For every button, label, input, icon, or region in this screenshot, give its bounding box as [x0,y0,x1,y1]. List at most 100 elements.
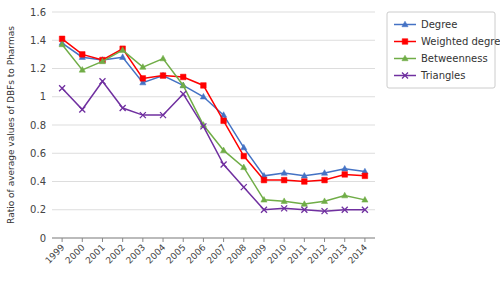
point-marker [59,85,65,91]
legend-label: Degree [421,19,457,30]
x-tick [102,238,103,242]
x-tick-label: 2003 [124,242,147,265]
point-marker [180,91,186,97]
point-marker [180,82,186,88]
legend-label: Betweenness [421,53,488,64]
grid-line [52,96,375,97]
x-tick [163,238,164,242]
point-marker [160,73,166,79]
grid-line [52,125,375,126]
series-line [62,43,365,176]
x-tick-label: 2000 [63,242,86,265]
x-tick-label: 2002 [104,242,127,265]
x-tick-label: 2001 [84,242,107,265]
point-marker [99,78,105,84]
point-marker [140,76,146,82]
point-marker [120,47,126,53]
grid-line [52,12,375,13]
point-marker [201,83,207,89]
point-marker [281,177,287,183]
point-marker [140,64,146,70]
x-tick-label: 1999 [43,242,66,265]
point-marker [241,144,247,150]
point-marker [241,153,247,159]
point-marker [362,173,368,179]
x-tick-label: 2011 [285,242,308,265]
point-marker [221,147,227,153]
point-marker [342,172,348,178]
y-tick-label: 0.4 [30,176,46,187]
point-marker [180,74,186,80]
point-marker [59,41,65,47]
point-marker [79,106,85,112]
x-tick [203,238,204,242]
y-tick-label: 1.4 [30,35,46,46]
legend-label: Triangles [420,70,465,81]
point-marker [301,201,307,207]
point-marker [120,46,126,52]
y-grid [52,12,375,238]
point-marker [241,184,247,190]
legend-marker [402,39,408,45]
point-marker [200,123,206,129]
legend-marker [402,73,408,79]
x-tick [62,238,63,242]
point-marker [301,172,307,178]
x-tick [142,238,143,242]
x-tick-label: 2010 [265,242,288,265]
point-marker [160,112,166,118]
point-marker [301,207,307,213]
point-marker [342,192,348,198]
point-marker [362,197,368,203]
legend-marker [402,55,408,61]
x-tick-label: 2009 [245,242,268,265]
point-marker [342,207,348,213]
point-marker [321,198,327,204]
x-tick-label: 2014 [346,242,369,265]
y-tick-label: 0.2 [30,204,46,215]
legend-frame [387,12,495,88]
point-marker [321,170,327,176]
x-tick [263,238,264,242]
grid-line [52,153,375,154]
x-tick [364,238,365,242]
x-tick-label: 2005 [164,242,187,265]
point-marker [281,198,287,204]
point-marker [342,165,348,171]
point-marker [241,164,247,170]
point-marker [362,207,368,213]
y-tick-label: 1.2 [30,63,46,74]
point-marker [221,162,227,168]
x-tick [284,238,285,242]
y-tick-label: 0.8 [30,120,46,131]
point-marker [79,52,85,58]
chart: 00.20.40.60.811.21.41.619992000200120022… [0,0,500,285]
point-marker [261,177,267,183]
point-marker [281,205,287,211]
x-tick [243,238,244,242]
point-marker [261,207,267,213]
point-marker [120,105,126,111]
point-marker [140,112,146,118]
x-tick [223,238,224,242]
series-line [62,81,365,211]
y-tick-label: 1.6 [30,7,46,18]
grid-line [52,68,375,69]
y-tick-label: 0.6 [30,148,46,159]
series-line [62,44,365,204]
x-tick [304,238,305,242]
legend-label: Weighted degree [421,36,500,47]
x-tick [82,238,83,242]
x-tick [324,238,325,242]
y-tick-label: 0 [40,233,46,244]
x-tick-label: 2013 [326,242,349,265]
y-tick-label: 1 [40,91,46,102]
point-marker [200,93,206,99]
plot-data [59,36,368,214]
point-marker [322,177,328,183]
legend: Degree Weighted degree Betweenness Triangle… [387,12,500,88]
x-tick-label: 2006 [185,242,208,265]
point-marker [160,55,166,61]
point-marker [160,72,166,78]
point-marker [79,67,85,73]
